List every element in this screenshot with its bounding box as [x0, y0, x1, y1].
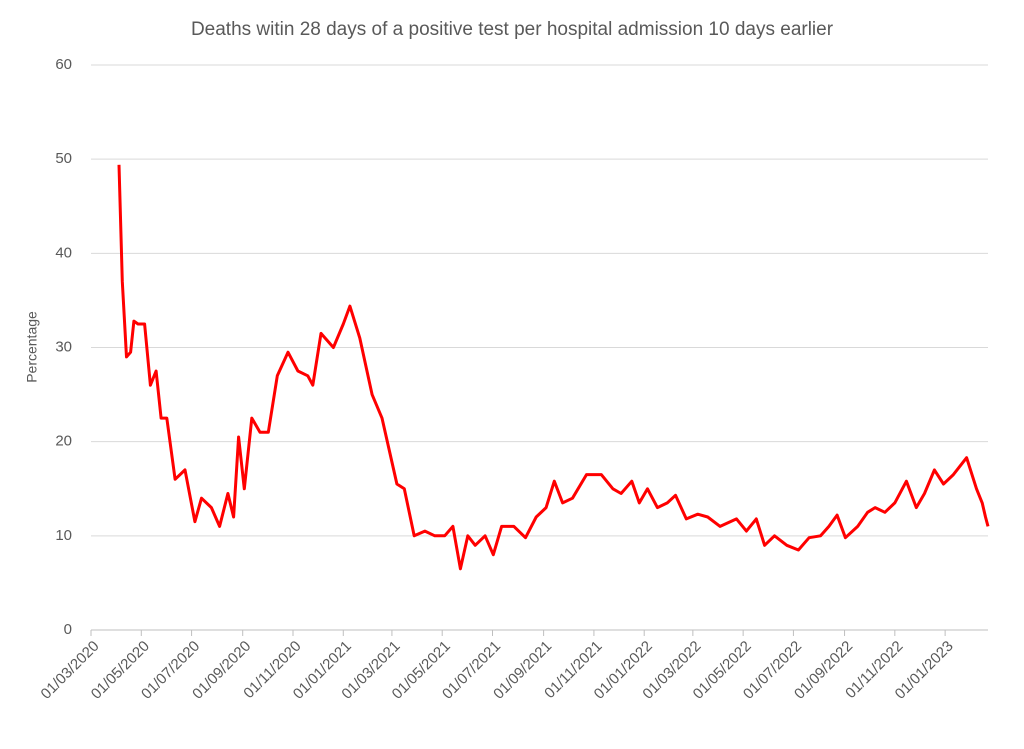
y-tick-label: 0 — [64, 621, 72, 638]
y-tick-label: 30 — [55, 338, 72, 355]
y-tick-label: 60 — [55, 56, 72, 73]
y-tick-label: 20 — [55, 433, 72, 450]
y-axis-label: Percentage — [24, 311, 40, 383]
y-tick-label: 40 — [55, 244, 72, 261]
data-line — [117, 164, 990, 571]
y-tick-label: 10 — [55, 527, 72, 544]
y-tick-label: 50 — [55, 150, 72, 167]
chart-title: Deaths witin 28 days of a positive test … — [191, 19, 834, 40]
